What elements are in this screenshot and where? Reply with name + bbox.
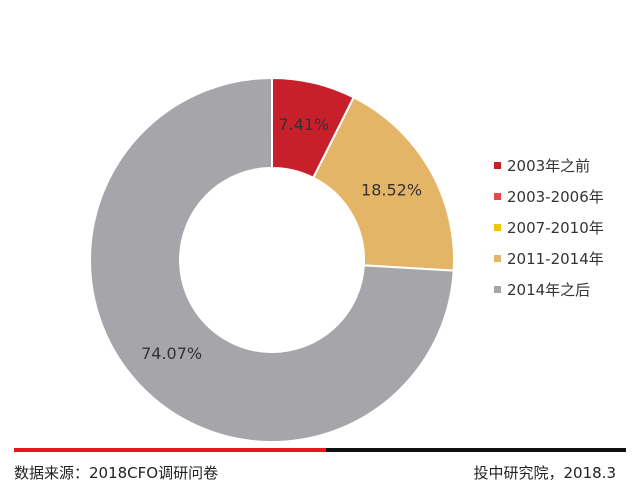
legend-label: 2011-2014年 (507, 250, 604, 268)
slice-label-2011-2014: 18.52% (361, 181, 422, 200)
legend-item-before-2003[interactable]: 2003年之前 (494, 150, 604, 181)
legend: 2003年之前 2003-2006年 2007-2010年 2011-2014年… (494, 150, 604, 305)
publisher-note: 投中研究院，2018.3 (473, 464, 617, 482)
footer-divider-black (326, 448, 626, 452)
footer-divider-red (14, 448, 326, 452)
legend-label: 2014年之后 (507, 281, 591, 299)
slice-2011-2014[interactable] (311, 96, 455, 272)
slice-after-2014[interactable] (89, 76, 455, 443)
legend-item-2007-2010[interactable]: 2007-2010年 (494, 212, 604, 243)
legend-item-2003-2006[interactable]: 2003-2006年 (494, 181, 604, 212)
legend-swatch (494, 162, 501, 169)
source-note: 数据来源：2018CFO调研问卷 (14, 464, 219, 482)
legend-swatch (494, 193, 501, 200)
legend-label: 2003年之前 (507, 157, 591, 175)
legend-label: 2003-2006年 (507, 188, 604, 206)
legend-swatch (494, 224, 501, 231)
slice-label-before-2003: 7.41% (278, 115, 329, 134)
legend-label: 2007-2010年 (507, 219, 604, 237)
legend-swatch (494, 255, 501, 262)
legend-swatch (494, 286, 501, 293)
legend-item-2011-2014[interactable]: 2011-2014年 (494, 243, 604, 274)
legend-item-after-2014[interactable]: 2014年之后 (494, 274, 604, 305)
slice-label-after-2014: 74.07% (141, 344, 202, 363)
